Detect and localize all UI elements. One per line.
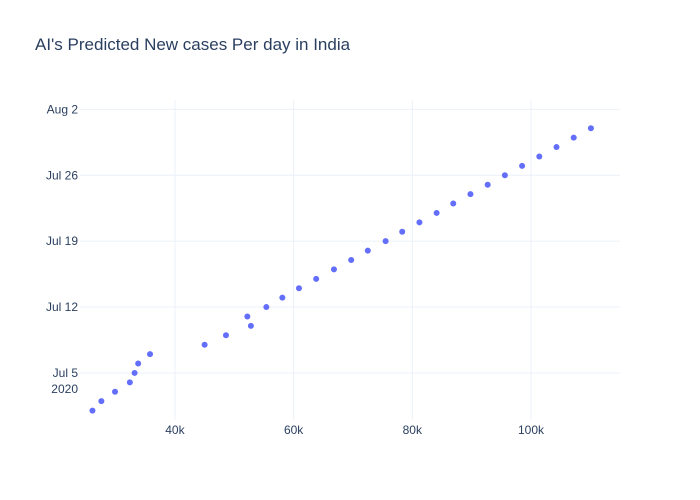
x-tick-label: 80k xyxy=(403,423,423,437)
data-point[interactable] xyxy=(201,341,208,348)
data-point[interactable] xyxy=(348,257,355,263)
x-tick-label: 40k xyxy=(165,423,185,437)
data-point[interactable] xyxy=(416,219,423,226)
data-point[interactable] xyxy=(135,360,142,367)
data-point[interactable] xyxy=(247,322,254,329)
chart-title: AI's Predicted New cases Per day in Indi… xyxy=(35,35,351,54)
data-point[interactable] xyxy=(313,275,320,282)
data-point[interactable] xyxy=(364,247,371,254)
data-point[interactable] xyxy=(263,304,270,311)
y-tick-label: Jul 26 xyxy=(46,168,78,182)
data-point[interactable] xyxy=(553,144,560,151)
data-point[interactable] xyxy=(450,200,457,207)
data-point[interactable] xyxy=(222,332,229,339)
data-point[interactable] xyxy=(587,125,594,132)
data-point[interactable] xyxy=(147,351,154,358)
data-point[interactable] xyxy=(98,398,105,405)
y-tick-label: Jul 19 xyxy=(46,234,78,248)
data-point[interactable] xyxy=(484,181,491,188)
data-point[interactable] xyxy=(519,162,526,169)
x-axis-ticks: 40k 60k 80k 100k xyxy=(165,423,545,437)
data-point[interactable] xyxy=(536,153,543,160)
y-tick-label: Aug 2 xyxy=(47,102,79,116)
data-point[interactable] xyxy=(89,407,96,414)
data-point[interactable] xyxy=(131,369,138,376)
x-tick-label: 100k xyxy=(518,423,545,437)
data-point[interactable] xyxy=(112,388,119,395)
data-point[interactable] xyxy=(501,172,508,179)
y-tick-label: Jul 5 xyxy=(53,366,79,380)
y-tick-label: Jul 12 xyxy=(46,300,78,314)
data-point[interactable] xyxy=(295,285,302,292)
x-tick-label: 60k xyxy=(284,423,304,437)
y-axis-ticks: Jul 5 2020 Jul 12 Jul 19 Jul 26 Aug 2 xyxy=(46,102,78,396)
data-point[interactable] xyxy=(330,266,337,273)
grid-lines xyxy=(80,100,620,420)
data-point[interactable] xyxy=(399,228,406,235)
data-point[interactable] xyxy=(467,191,474,198)
data-point[interactable] xyxy=(433,209,440,216)
data-point[interactable] xyxy=(382,238,389,245)
data-points xyxy=(89,125,594,414)
y-tick-sublabel: 2020 xyxy=(51,382,78,396)
data-point[interactable] xyxy=(570,134,577,141)
data-point[interactable] xyxy=(244,313,251,320)
data-point[interactable] xyxy=(126,379,133,386)
data-point[interactable] xyxy=(279,294,286,301)
